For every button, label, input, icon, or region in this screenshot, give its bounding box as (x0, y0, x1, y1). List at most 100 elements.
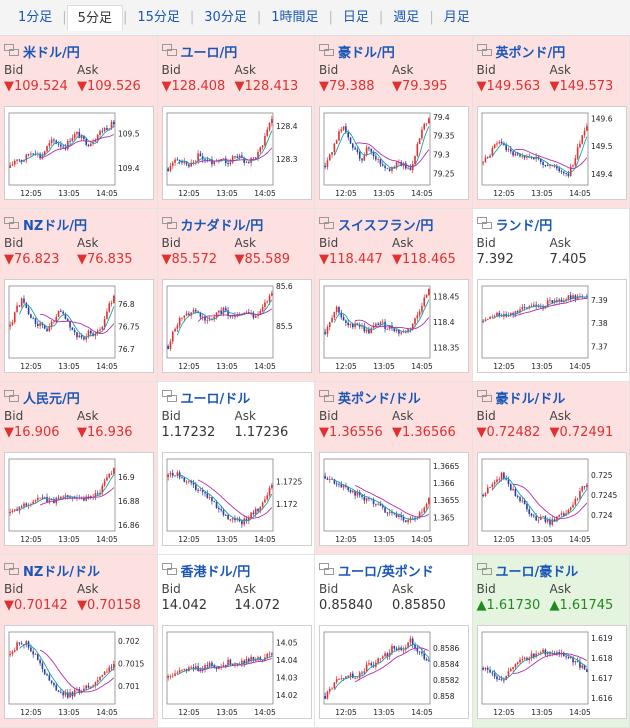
ask-value: ▼0.70158 (77, 598, 150, 613)
bid-ask-values: ▼149.563 ▼149.573 (477, 77, 626, 95)
flag-quote (9, 568, 19, 575)
candle-body (44, 669, 46, 674)
candle-body (347, 676, 349, 677)
tab-5[interactable]: 日足 (333, 5, 379, 31)
candle-body (338, 484, 340, 485)
candle-body (347, 132, 349, 137)
candle-body (99, 677, 101, 680)
candle-body (58, 311, 60, 317)
pair-link[interactable]: ユーロ/英ポンド (338, 561, 434, 580)
pair-link[interactable]: 豪ドル/円 (338, 42, 395, 61)
candle-body (576, 661, 578, 662)
candle-body (234, 316, 236, 317)
flag-quote (9, 49, 19, 56)
candle-body (361, 495, 363, 497)
nz-us-flag-icon (4, 563, 20, 577)
pair-link[interactable]: 英ポンド/ドル (338, 388, 421, 407)
candle-body (519, 660, 521, 663)
candle-body (512, 667, 514, 669)
candle-body (382, 164, 384, 165)
y-tick-label: 7.38 (591, 319, 608, 328)
pair-link[interactable]: 米ドル/円 (23, 42, 80, 61)
pair-link[interactable]: 香港ドル/円 (181, 561, 251, 580)
pair-link[interactable]: NZドル/円 (23, 215, 87, 234)
y-tick-label: 128.4 (276, 122, 298, 131)
candle-body (35, 318, 37, 324)
tab-6[interactable]: 週足 (383, 5, 429, 31)
candle-body (58, 691, 60, 692)
pair-link[interactable]: ユーロ/豪ドル (496, 561, 579, 580)
y-tick-label: 79.3 (433, 151, 450, 160)
tab-0[interactable]: 1分足 (8, 5, 62, 31)
candle-body (505, 145, 507, 150)
timeframe-tabs: 1分足|5分足|15分足|30分足|1時間足|日足|週足|月足 (0, 0, 630, 36)
pair-link[interactable]: ユーロ/円 (181, 42, 238, 61)
bid-ask-values: ▼85.572 ▼85.589 (162, 250, 311, 268)
pair-link[interactable]: 豪ドル/ドル (496, 388, 566, 407)
candle-body (428, 289, 430, 295)
bid-number: 16.906 (14, 425, 60, 440)
candle-body (266, 130, 268, 136)
tab-3[interactable]: 30分足 (194, 5, 257, 31)
candle-body (377, 324, 379, 325)
x-tick-label: 12:05 (178, 362, 200, 371)
tab-7[interactable]: 月足 (434, 5, 480, 31)
tab-4[interactable]: 1時間足 (261, 5, 328, 31)
candle-body (562, 172, 564, 174)
candle-body (190, 667, 192, 668)
bid-value: ▼128.408 (162, 79, 235, 94)
candle-body (412, 518, 414, 519)
pair-link[interactable]: ランド/円 (496, 215, 553, 234)
candle-body (35, 500, 37, 501)
candle-body (58, 144, 60, 145)
candle-body (324, 332, 326, 334)
candle-body (188, 314, 190, 316)
candle-body (215, 502, 217, 508)
candle-body (493, 673, 495, 676)
pair-link[interactable]: 英ポンド/円 (496, 42, 566, 61)
candle-body (586, 126, 588, 130)
pair-link[interactable]: NZドル/ドル (23, 561, 100, 580)
candle-body (523, 156, 525, 158)
candle-body (533, 516, 535, 517)
pair-link[interactable]: 人民元/円 (23, 388, 80, 407)
pair-link[interactable]: スイスフラン/円 (338, 215, 433, 234)
bid-label: Bid (319, 236, 392, 250)
candle-body (106, 128, 108, 130)
pair-link[interactable]: ユーロ/ドル (181, 388, 251, 407)
change-arrow-icon: ▼ (550, 425, 560, 440)
candle-body (254, 316, 256, 318)
ask-number: 0.85850 (392, 598, 446, 613)
tab-1[interactable]: 5分足 (67, 5, 123, 31)
bid-value: ▼1.36556 (319, 425, 392, 440)
candle-body (69, 141, 71, 142)
candle-body (514, 664, 516, 667)
tab-2[interactable]: 15分足 (127, 5, 190, 31)
candle-body (62, 147, 64, 148)
y-tick-label: 128.3 (276, 155, 298, 164)
pair-link[interactable]: カナダドル/円 (181, 215, 264, 234)
candle-body (60, 692, 62, 693)
candle-body (14, 312, 16, 322)
change-arrow-icon: ▼ (550, 79, 560, 94)
